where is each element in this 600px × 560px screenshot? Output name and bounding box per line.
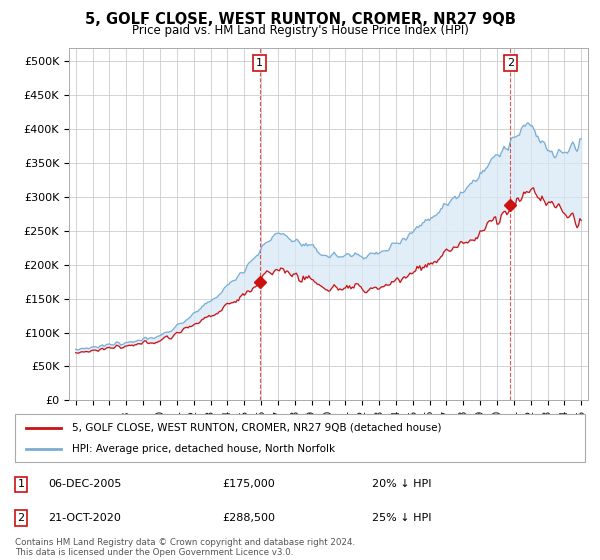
Text: 2: 2	[17, 513, 25, 523]
FancyBboxPatch shape	[15, 414, 585, 462]
Text: 5, GOLF CLOSE, WEST RUNTON, CROMER, NR27 9QB: 5, GOLF CLOSE, WEST RUNTON, CROMER, NR27…	[85, 12, 515, 27]
Text: 1: 1	[17, 479, 25, 489]
Text: 21-OCT-2020: 21-OCT-2020	[48, 513, 121, 523]
Text: £288,500: £288,500	[222, 513, 275, 523]
Text: Price paid vs. HM Land Registry's House Price Index (HPI): Price paid vs. HM Land Registry's House …	[131, 24, 469, 36]
Text: Contains HM Land Registry data © Crown copyright and database right 2024.
This d: Contains HM Land Registry data © Crown c…	[15, 538, 355, 557]
Text: £175,000: £175,000	[222, 479, 275, 489]
Text: 1: 1	[256, 58, 263, 68]
Text: 06-DEC-2005: 06-DEC-2005	[48, 479, 121, 489]
Text: 25% ↓ HPI: 25% ↓ HPI	[372, 513, 431, 523]
Text: 2: 2	[507, 58, 514, 68]
Text: HPI: Average price, detached house, North Norfolk: HPI: Average price, detached house, Nort…	[72, 444, 335, 454]
Text: 5, GOLF CLOSE, WEST RUNTON, CROMER, NR27 9QB (detached house): 5, GOLF CLOSE, WEST RUNTON, CROMER, NR27…	[72, 423, 442, 433]
Text: 20% ↓ HPI: 20% ↓ HPI	[372, 479, 431, 489]
